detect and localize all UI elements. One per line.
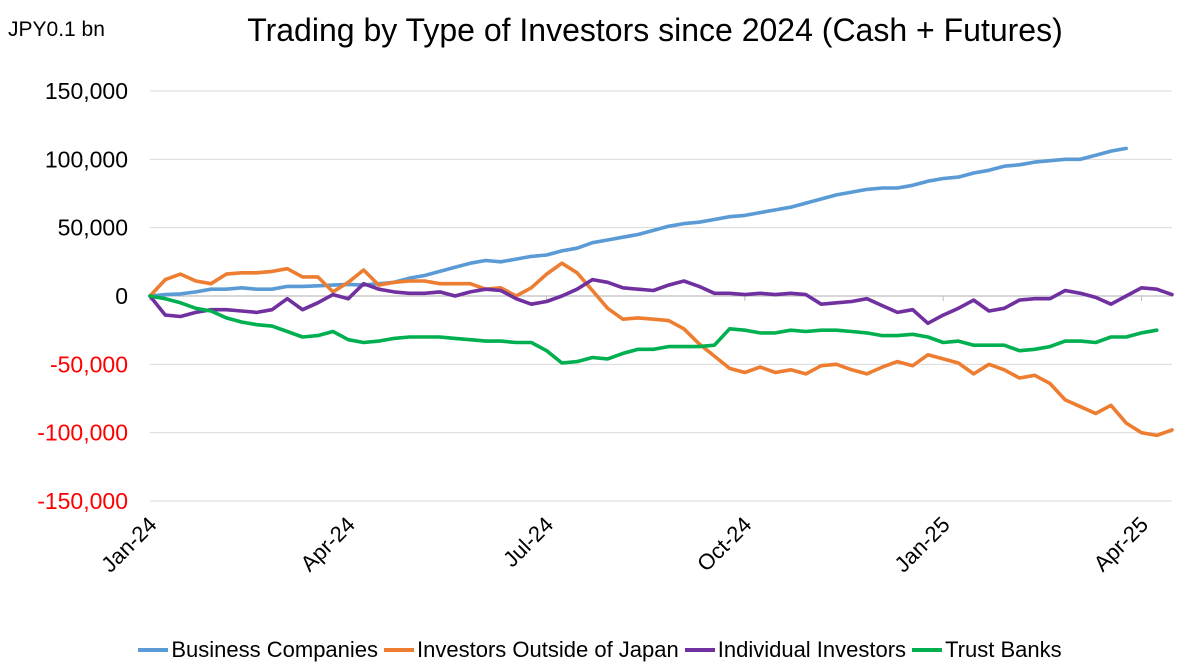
legend-label: Individual Investors [717, 637, 907, 662]
legend-item: Trust Banks [912, 637, 1062, 663]
y-tick-label: 0 [115, 283, 128, 309]
y-tick-label: -150,000 [37, 488, 128, 514]
legend-swatch [138, 648, 169, 652]
chart-title: Trading by Type of Investors since 2024 … [247, 12, 1063, 48]
legend-item: Business Companies [138, 637, 378, 663]
series-line-individual-investors [148, 277, 1174, 326]
x-tick-label: Apr-25 [1089, 512, 1153, 576]
y-tick-label: 100,000 [45, 146, 128, 172]
x-tick-label: Jul-24 [498, 512, 558, 572]
legend-swatch [912, 648, 943, 652]
y-tick-label: -100,000 [37, 420, 128, 446]
x-tick-label: Jan-24 [96, 512, 161, 577]
x-tick-label: Apr-24 [295, 512, 359, 576]
legend: Business Companies Investors Outside of J… [0, 632, 1200, 663]
legend-label: Trust Banks [945, 637, 1062, 662]
series-lines [148, 146, 1174, 438]
x-tick-label: Oct-24 [692, 512, 756, 576]
x-tick-label: Jan-25 [889, 512, 954, 577]
y-tick-label: 150,000 [45, 78, 128, 104]
legend-swatch [384, 648, 415, 652]
y-tick-labels: 150,000 100,000 50,000 0 -50,000 -100,000 -150… [37, 78, 128, 514]
legend-label: Investors Outside of Japan [417, 637, 679, 662]
gridlines [150, 90, 1172, 502]
legend-item: Individual Investors [684, 637, 907, 663]
y-tick-label: -50,000 [50, 351, 128, 377]
legend-label: Business Companies [171, 637, 379, 662]
series-line-investors-outside-of-japan [148, 261, 1174, 438]
y-axis-unit-label: JPY0.1 bn [8, 18, 105, 41]
legend-item: Investors Outside of Japan [384, 637, 679, 663]
legend-swatch [684, 648, 715, 652]
series-line-business-companies [148, 146, 1128, 298]
line-chart: 150,000 100,000 50,000 0 -50,000 -100,000 -150… [37, 78, 1174, 577]
x-tick-labels: Jan-24 Apr-24 Jul-24 Oct-24 Jan-25 Apr-25 [96, 512, 1153, 577]
series-line-trust-banks [148, 294, 1159, 365]
y-tick-label: 50,000 [58, 215, 128, 241]
